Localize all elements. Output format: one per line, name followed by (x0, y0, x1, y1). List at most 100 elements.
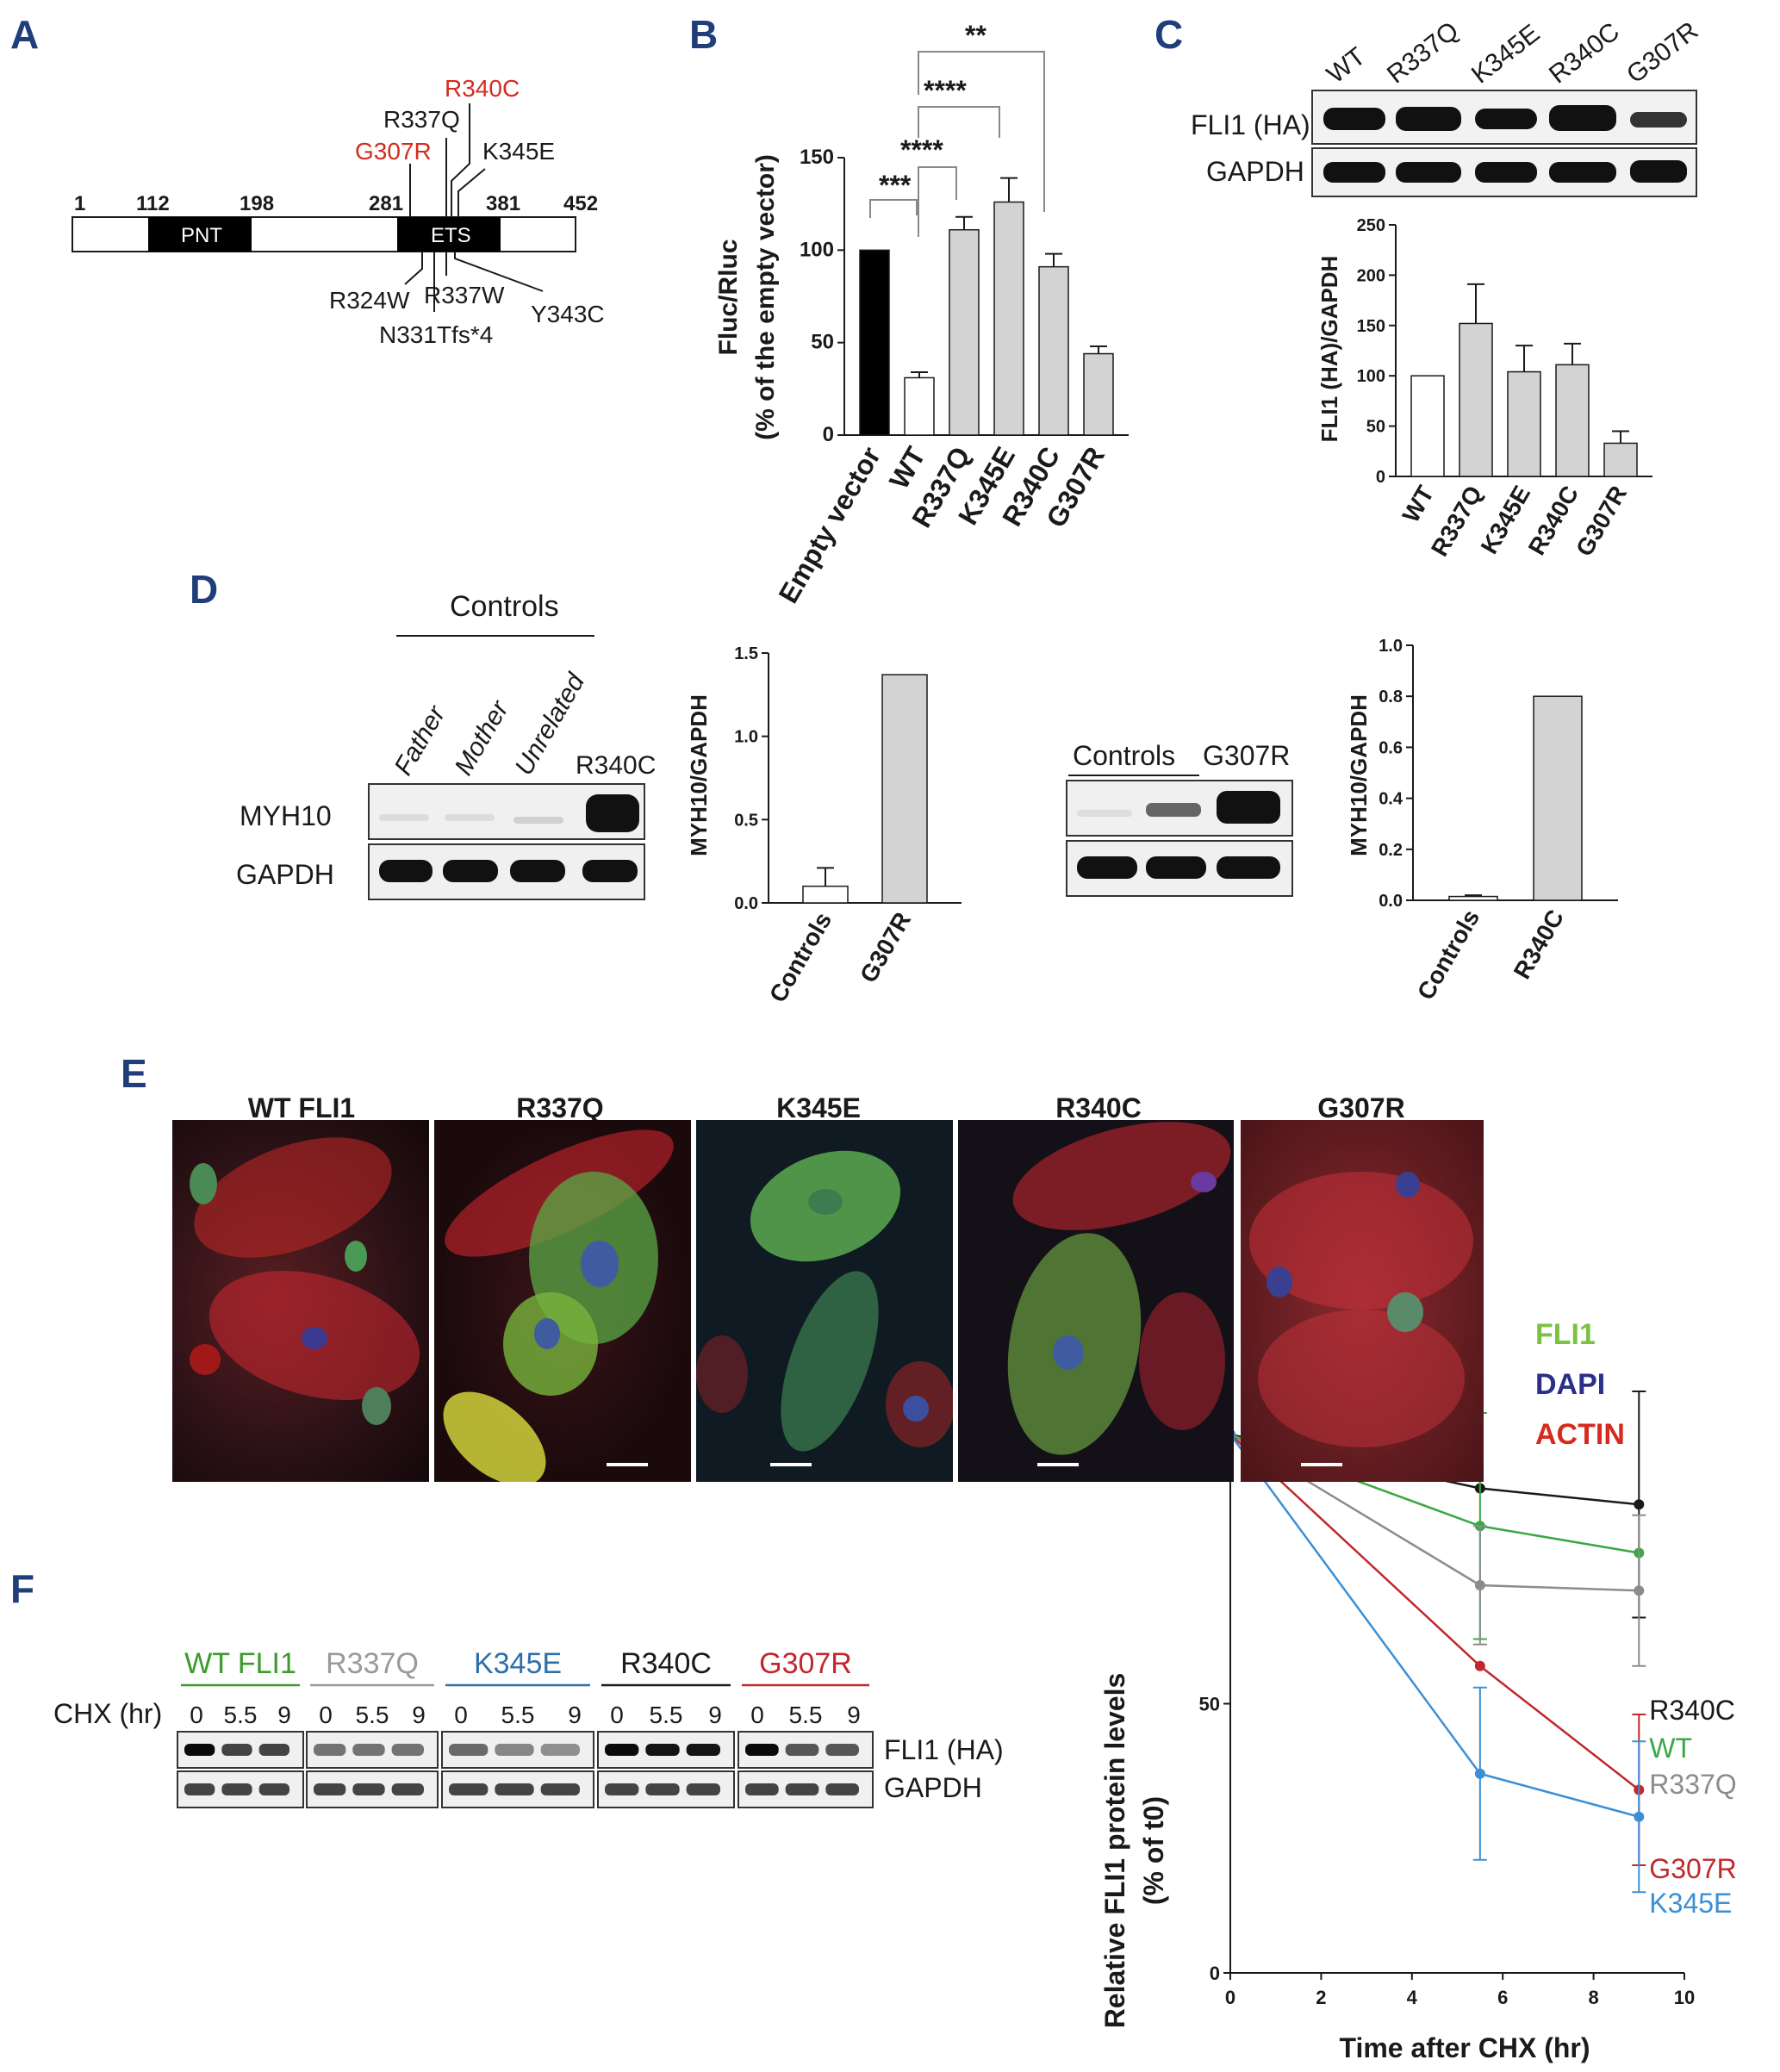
blot-f-time-label: 5.5 (356, 1702, 389, 1728)
blot-f-band (645, 1744, 680, 1756)
blot-d-controls-label: Controls (450, 590, 559, 623)
mut-r337q: R337Q (383, 106, 460, 133)
x-tick-label: 0 (1225, 1987, 1235, 2008)
micro-title-wt: WT FLI1 (247, 1092, 356, 1123)
blot-f-time-label: 5.5 (650, 1702, 683, 1728)
x-tick-label: 6 (1497, 1987, 1508, 2008)
blot-f-band (745, 1744, 779, 1756)
blot-f-band (686, 1783, 720, 1795)
blot-f-time-label: 5.5 (224, 1702, 258, 1728)
blot-f-group-label: WT FLI1 (184, 1647, 296, 1680)
pos-281: 281 (369, 192, 403, 215)
y-tick-label: 50 (811, 331, 834, 354)
blot-f-time-label: 9 (847, 1702, 861, 1728)
y-tick-label: 0.2 (1379, 841, 1403, 860)
legend-actin: ACTIN (1535, 1418, 1625, 1451)
blot-f-band (258, 1744, 289, 1756)
y-tick-label: 1.0 (734, 728, 758, 747)
sig-wt-vs-r340c: ** (965, 20, 986, 51)
blot-f-time-label: 0 (454, 1702, 468, 1728)
blot-f-group-label: R340C (620, 1647, 712, 1680)
bar-wt (1410, 375, 1445, 477)
micro-title-r340c: R340C (1055, 1092, 1142, 1123)
blot-c-lane-g307r: G307R (1621, 16, 1703, 90)
bar-g307r (1083, 352, 1114, 436)
mut-r340c: R340C (445, 75, 520, 102)
chart-c-ylabel: FLI1 (HA)/GAPDH (1316, 256, 1342, 443)
ets-domain (397, 217, 501, 252)
blot-f-band (352, 1744, 385, 1756)
chart-b-ylabel-1: Fluc/Rluc (714, 239, 743, 355)
bar-r337q (949, 228, 980, 436)
pnt-domain (148, 217, 252, 252)
blot-f-label-gapdh: GAPDH (884, 1772, 982, 1803)
x-tick-label: 8 (1588, 1987, 1598, 2008)
blot-d-label-myh10: MYH10 (240, 800, 332, 831)
blot-f-group-label: R337Q (326, 1647, 419, 1680)
panel-label-d: D (190, 567, 218, 612)
blot-f-band (391, 1744, 424, 1756)
bar-k345e (1507, 370, 1541, 477)
blot-f-band (258, 1783, 289, 1795)
bar-controls (802, 885, 849, 904)
blot-f-band (352, 1783, 385, 1795)
blot-c-lane-wt: WT (1322, 42, 1371, 90)
blot-f-band (785, 1744, 819, 1756)
blot-f-label-fli1: FLI1 (HA) (884, 1734, 1004, 1765)
micro-title-k345e: K345E (776, 1092, 861, 1123)
blot-f-band (540, 1744, 580, 1756)
pos-1: 1 (74, 192, 85, 215)
blot-f-time-label: 0 (610, 1702, 624, 1728)
y-tick-label: 0.6 (1379, 738, 1403, 757)
ets-domain-label: ETS (431, 224, 471, 247)
chart-b-ylabel-2: (% of the empty vector) (751, 154, 780, 440)
y-tick-label: 0.4 (1379, 790, 1403, 809)
blot-c-label-gapdh: GAPDH (1206, 156, 1304, 187)
panel-label-e: E (121, 1051, 147, 1096)
blot-f-band (825, 1783, 859, 1795)
y-tick-label: 0.0 (1379, 892, 1403, 911)
series-label-g307r: G307R (1649, 1853, 1736, 1884)
blot-d-right (1066, 780, 1293, 897)
y-tick-label: 250 (1357, 216, 1385, 235)
series-label-r337q: R337Q (1649, 1769, 1736, 1800)
blot-f-band (825, 1744, 859, 1756)
blot-f-band (645, 1783, 680, 1795)
mut-y343c: Y343C (531, 301, 605, 327)
blot-d2-controls: Controls (1073, 740, 1175, 771)
blot-c-label-fli1: FLI1 (HA) (1191, 109, 1310, 140)
blot-d-lane-r340c: R340C (576, 751, 656, 780)
micro-k345e (696, 1120, 953, 1482)
blot-f-band (686, 1744, 720, 1756)
blot-f-band (314, 1783, 346, 1795)
y-tick-label: 150 (1357, 317, 1385, 336)
blot-f-time-label: 9 (412, 1702, 426, 1728)
blot-f-band (221, 1744, 252, 1756)
mut-r324w: R324W (329, 287, 410, 314)
bar-g307r (1603, 442, 1638, 477)
legend-dapi: DAPI (1535, 1368, 1606, 1401)
blot-f-band (540, 1783, 580, 1795)
y-tick-label: 50 (1366, 418, 1385, 437)
blot-f-band (605, 1783, 639, 1795)
blot-f-band (221, 1783, 252, 1795)
micro-title-g307r: G307R (1317, 1092, 1405, 1123)
blot-f-band (605, 1744, 639, 1756)
blot-d-left (368, 783, 645, 900)
y-tick-label: 1.5 (734, 644, 758, 663)
point-k345e (1634, 1811, 1645, 1822)
legend-fli1: FLI1 (1535, 1318, 1596, 1351)
mut-n331tfs4: N331Tfs*4 (379, 321, 493, 348)
blot-d2-g307r: G307R (1203, 740, 1290, 771)
sig-wt-vs-k345e: **** (924, 75, 967, 106)
y-tick-label: 0.5 (734, 811, 758, 830)
bar-r340c (1533, 695, 1583, 901)
blot-c-lane-r337q: R337Q (1382, 16, 1464, 90)
chart-f-degradation: 0246810050100R340CWTR337QG307RK345E (1188, 1391, 1737, 2008)
mut-k345e: K345E (482, 138, 555, 165)
pos-112: 112 (136, 192, 170, 215)
blot-f-time-label: 5.5 (501, 1702, 535, 1728)
bar-controls (1448, 895, 1498, 901)
